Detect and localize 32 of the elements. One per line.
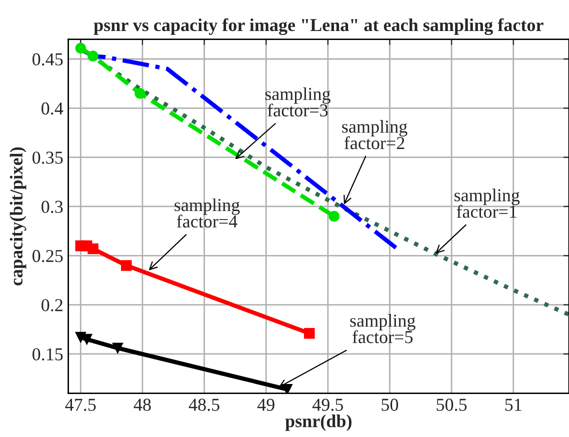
point [328,210,340,222]
y-tick-label: 0.25 [32,250,63,262]
x-tick-label: 48 [134,398,151,411]
y-tick-label: 0.2 [42,299,62,312]
annotation: sampling factor=5 [350,314,416,344]
point [282,384,292,394]
y-tick-label: 0.4 [42,102,64,115]
x-tick-label: 50.5 [436,398,467,411]
chart-title: psnr vs capacity for image "Lena" at each sampling factor [94,18,544,35]
point [304,328,315,339]
y-tick-label: 0.35 [32,152,63,164]
point [121,260,132,271]
y-tick-label: 0.3 [42,200,63,214]
x-tick-label: 47.5 [65,398,96,411]
y-tick-label: 0.45 [32,53,63,66]
y-tick-label: 0.15 [32,348,63,360]
x-tick-label: 51 [505,398,522,411]
annotation: sampling factor=3 [265,87,330,116]
annotation: sampling factor=2 [342,120,408,150]
point [112,342,124,354]
annotation: sampling factor=1 [454,188,520,218]
point [88,50,98,62]
point [75,42,86,54]
x-tick-label: 50 [382,398,398,411]
x-tick-label: 48.5 [188,398,220,411]
point [134,88,146,99]
annotation: sampling factor=4 [174,198,240,228]
point [88,243,98,254]
x-tick-label: 49.5 [312,398,344,411]
x-axis-title: psnr(db) [285,414,352,431]
x-tick-label: 49 [257,398,274,411]
y-axis-title: capacity(bit/pixel) [10,147,26,286]
